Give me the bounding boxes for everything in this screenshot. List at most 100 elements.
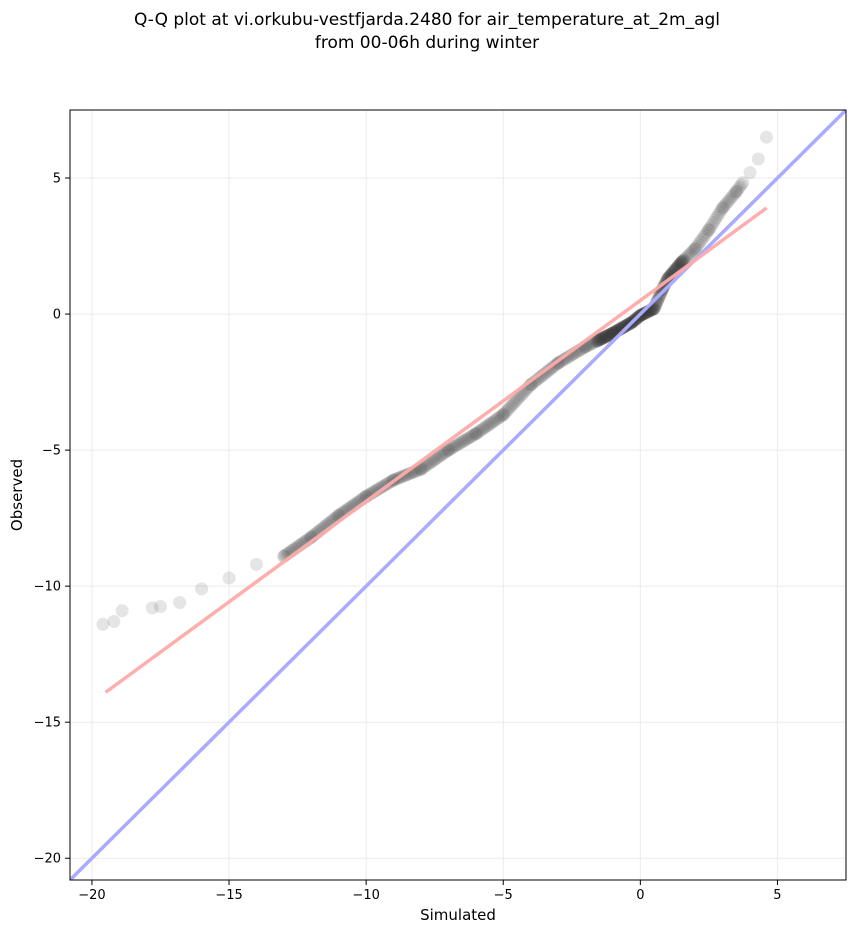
qq-point (685, 245, 699, 259)
qq-point (693, 235, 707, 249)
qq-point (687, 243, 701, 257)
qq-point (478, 421, 492, 435)
qq-point (481, 418, 495, 432)
qq-point (371, 483, 385, 497)
qq-point (115, 604, 129, 618)
qq-point (650, 294, 664, 308)
qq-point (637, 307, 651, 321)
qq-point (436, 447, 450, 461)
qq-point (594, 332, 608, 346)
qq-point (509, 394, 523, 408)
qq-point (558, 352, 572, 366)
qq-point (598, 330, 612, 344)
qq-point (651, 292, 665, 306)
qq-point (501, 403, 515, 417)
qq-point (443, 442, 457, 456)
qq-point (617, 320, 631, 334)
qq-point (716, 201, 730, 215)
qq-point (598, 330, 612, 344)
qq-point (724, 191, 738, 205)
qq-point (441, 443, 455, 457)
qq-point (703, 221, 717, 235)
qq-point (710, 211, 724, 225)
qq-point (469, 426, 483, 440)
qq-point (496, 408, 510, 422)
qq-point (616, 321, 630, 335)
qq-point (506, 398, 520, 412)
qq-point (502, 401, 516, 415)
qq-point (464, 429, 478, 443)
qq-point (507, 396, 521, 410)
qq-point (619, 319, 633, 333)
qq-point (736, 175, 750, 189)
qq-point (173, 595, 187, 609)
qq-point (690, 239, 704, 253)
qq-point (413, 462, 427, 476)
qq-point (432, 450, 446, 464)
qq-point (603, 328, 617, 342)
qq-point (153, 600, 167, 614)
qq-point (728, 187, 742, 201)
grid-lines (70, 110, 846, 880)
qq-point (603, 328, 617, 342)
qq-point (759, 130, 773, 144)
x-tick-label: −20 (78, 888, 105, 903)
qq-point (731, 182, 745, 196)
qq-point (474, 423, 488, 437)
y-tick-label: 5 (53, 172, 61, 187)
qq-point (441, 443, 455, 457)
qq-point (479, 420, 493, 434)
qq-point (249, 557, 263, 571)
fit-line (104, 206, 768, 694)
qq-point (705, 218, 719, 232)
qq-point (604, 327, 618, 341)
qq-point (415, 461, 429, 475)
qq-point (713, 205, 727, 219)
qq-point (619, 319, 633, 333)
qq-point (674, 255, 688, 269)
qq-point (492, 410, 506, 424)
qq-point (471, 425, 485, 439)
qq-point (708, 213, 722, 227)
qq-point (675, 255, 689, 269)
axes-frame (69, 109, 847, 881)
qq-point (700, 226, 714, 240)
qq-point (420, 458, 434, 472)
qq-point (600, 329, 614, 343)
qq-point (96, 617, 110, 631)
qq-point (414, 462, 428, 476)
qq-point (435, 448, 449, 462)
qq-point (678, 252, 692, 266)
qq-point (595, 331, 609, 345)
qq-point (721, 194, 735, 208)
qq-point (716, 200, 730, 214)
qq-point (594, 332, 608, 346)
qq-point (593, 333, 607, 347)
qq-point (597, 331, 611, 345)
x-tick-label: −5 (494, 888, 513, 903)
qq-point (372, 482, 386, 496)
x-tick-label: 5 (773, 888, 781, 903)
qq-point (677, 253, 691, 267)
qq-point (499, 405, 513, 419)
qq-point (604, 327, 618, 341)
qq-point (400, 468, 414, 482)
qq-point (636, 307, 650, 321)
qq-point (680, 250, 694, 264)
qq-point (487, 414, 501, 428)
qq-point (445, 441, 459, 455)
qq-point (596, 331, 610, 345)
qq-point (557, 353, 571, 367)
qq-point (107, 615, 121, 629)
qq-point (417, 460, 431, 474)
qq-point (418, 459, 432, 473)
qq-point (599, 329, 613, 343)
qq-point (711, 208, 725, 222)
qq-point (695, 233, 709, 247)
qq-point (702, 223, 716, 237)
qq-point (440, 444, 454, 458)
qq-point (729, 185, 743, 199)
qq-point (463, 430, 477, 444)
qq-point (453, 436, 467, 450)
